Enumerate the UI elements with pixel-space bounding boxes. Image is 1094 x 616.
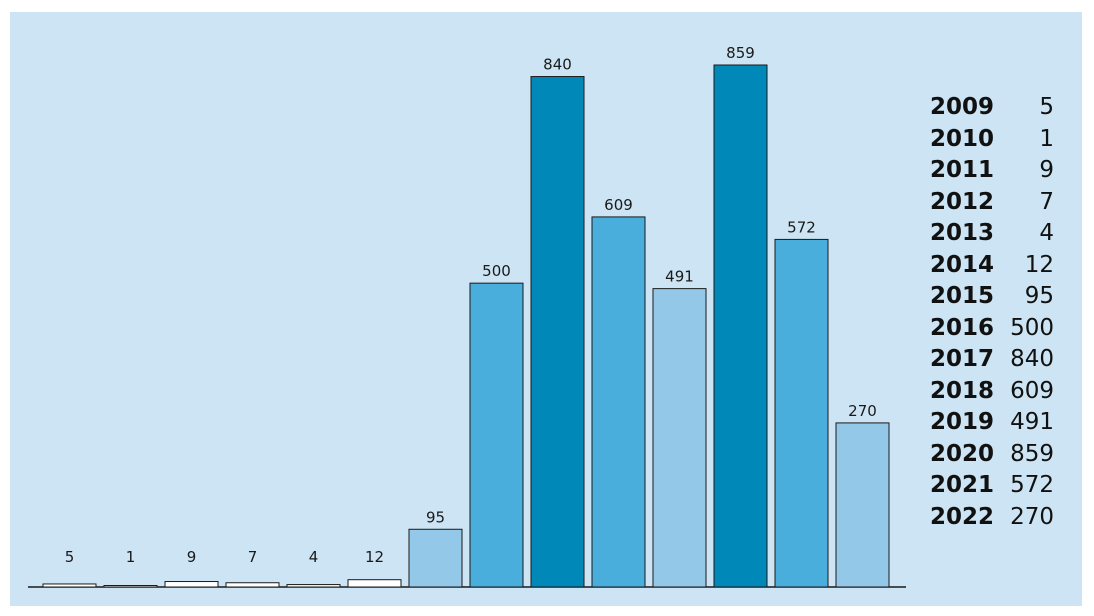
bar-2018 bbox=[591, 216, 646, 588]
bar-2012 bbox=[225, 582, 280, 588]
data-label-2009: 5 bbox=[65, 548, 75, 566]
year-cell: 2011 bbox=[930, 157, 995, 183]
bar-2019 bbox=[652, 288, 707, 588]
data-label-2012: 7 bbox=[248, 548, 258, 566]
table-row: 2016 500 bbox=[930, 313, 1054, 345]
year-cell: 2009 bbox=[930, 94, 995, 120]
year-cell: 2021 bbox=[930, 472, 995, 498]
table-row: 2010 1 bbox=[930, 124, 1054, 156]
year-cell: 2016 bbox=[930, 314, 995, 341]
bar-2020 bbox=[713, 64, 768, 588]
value-cell: 1 bbox=[1039, 125, 1054, 152]
year-cell: 2014 bbox=[930, 251, 995, 278]
value-cell: 572 bbox=[1010, 472, 1054, 498]
table-row: 2022 270 bbox=[930, 502, 1054, 534]
value-cell: 7 bbox=[1039, 188, 1054, 215]
data-label-2010: 1 bbox=[126, 548, 136, 566]
table-row: 2009 5 bbox=[930, 92, 1054, 124]
year-cell: 2020 bbox=[930, 440, 995, 467]
bar-2022 bbox=[835, 422, 890, 588]
table-row: 2015 95 bbox=[930, 281, 1054, 313]
data-label-2016: 500 bbox=[482, 262, 511, 280]
year-cell: 2022 bbox=[930, 503, 995, 530]
bar-chart: 5 1 9 7 4 12 95 500 840 609 491 859 572 270 bbox=[28, 44, 906, 588]
data-label-2020: 859 bbox=[726, 44, 755, 62]
table-row: 2019 491 bbox=[930, 407, 1054, 439]
year-cell: 2019 bbox=[930, 409, 995, 435]
data-label-2019: 491 bbox=[665, 268, 694, 286]
bar-2017 bbox=[530, 76, 585, 588]
table-row: 2011 9 bbox=[930, 155, 1054, 187]
value-cell: 859 bbox=[1010, 440, 1054, 467]
value-cell: 9 bbox=[1039, 157, 1054, 183]
bar-2011 bbox=[164, 581, 219, 588]
data-label-2014: 12 bbox=[365, 548, 384, 566]
value-cell: 95 bbox=[1024, 283, 1054, 309]
table-row: 2021 572 bbox=[930, 470, 1054, 502]
bar-2016 bbox=[469, 282, 524, 588]
data-label-2021: 572 bbox=[787, 218, 816, 236]
table-row: 2014 12 bbox=[930, 250, 1054, 282]
table-row: 2013 4 bbox=[930, 218, 1054, 250]
table-row: 2018 609 bbox=[930, 376, 1054, 408]
value-cell: 840 bbox=[1010, 346, 1054, 372]
year-cell: 2017 bbox=[930, 346, 995, 372]
year-cell: 2010 bbox=[930, 125, 995, 152]
data-label-2011: 9 bbox=[187, 548, 197, 566]
data-label-2017: 840 bbox=[543, 56, 572, 74]
bar-2014 bbox=[347, 579, 402, 588]
bar-2013 bbox=[286, 584, 341, 588]
bars-group bbox=[42, 64, 890, 588]
year-value-table: 2009 5 2010 1 2011 9 2012 7 2013 4 2014 12 2015 95 201… bbox=[930, 92, 1054, 533]
data-label-2013: 4 bbox=[309, 548, 319, 566]
value-cell: 5 bbox=[1039, 94, 1054, 120]
table-row: 2012 7 bbox=[930, 187, 1054, 219]
data-labels-group: 5 1 9 7 4 12 95 500 840 609 491 859 572 270 bbox=[65, 44, 877, 566]
value-cell: 491 bbox=[1010, 409, 1054, 435]
value-cell: 270 bbox=[1010, 503, 1054, 530]
value-cell: 4 bbox=[1039, 220, 1054, 246]
year-cell: 2012 bbox=[930, 188, 995, 215]
year-cell: 2013 bbox=[930, 220, 995, 246]
data-label-2022: 270 bbox=[848, 402, 877, 420]
year-cell: 2018 bbox=[930, 377, 995, 404]
table-row: 2020 859 bbox=[930, 439, 1054, 471]
bar-2010 bbox=[103, 585, 158, 588]
value-cell: 609 bbox=[1010, 377, 1054, 404]
year-cell: 2015 bbox=[930, 283, 995, 309]
bar-2009 bbox=[42, 583, 97, 588]
chart-panel: 5 1 9 7 4 12 95 500 840 609 491 859 572 270 2009 5 2010… bbox=[10, 12, 1082, 606]
table-row: 2017 840 bbox=[930, 344, 1054, 376]
data-label-2015: 95 bbox=[426, 508, 445, 526]
value-cell: 12 bbox=[1024, 251, 1054, 278]
data-label-2018: 609 bbox=[604, 196, 633, 214]
value-cell: 500 bbox=[1010, 314, 1054, 341]
bar-2021 bbox=[774, 238, 829, 588]
bar-2015 bbox=[408, 528, 463, 588]
